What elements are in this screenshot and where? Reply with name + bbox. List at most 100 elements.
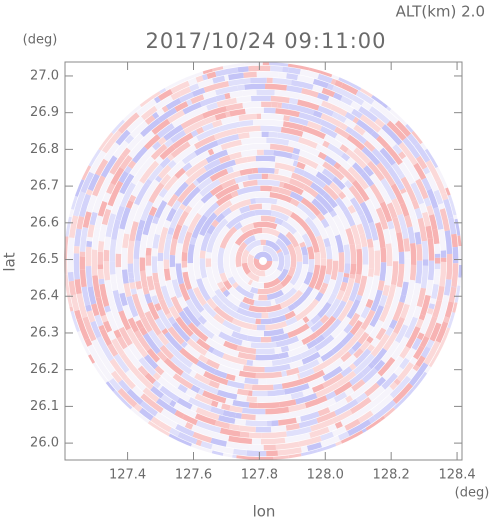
echo-segment (104, 361, 116, 374)
echo-segment (128, 203, 139, 220)
echo-segment (194, 134, 216, 150)
echo-segment (197, 315, 207, 325)
echo-segment (327, 96, 345, 109)
echo-segment (434, 263, 441, 270)
x-tick-label: 128.4 (438, 468, 475, 483)
echo-segment (322, 366, 343, 382)
echo-segment (292, 147, 301, 155)
echo-segment (140, 234, 148, 251)
echo-segment (164, 331, 183, 352)
echo-segment (211, 294, 224, 308)
echo-segment (156, 108, 165, 117)
echo-segment (268, 131, 278, 138)
echo-segment (350, 130, 367, 145)
echo-segment (322, 161, 345, 181)
echo-segment (390, 261, 399, 286)
echo-segment (299, 241, 306, 248)
echo-segment (261, 101, 272, 108)
echo-segment (187, 136, 199, 146)
echo-segment (321, 87, 336, 98)
echo-segment (184, 422, 194, 430)
echo-segment (266, 289, 284, 301)
echo-segment (381, 309, 395, 331)
echo-segment (334, 398, 359, 416)
echo-segment (203, 165, 209, 172)
echo-segment (121, 102, 142, 122)
echo-segment (205, 251, 212, 259)
echo-segment (152, 111, 160, 120)
echo-segment (229, 196, 239, 205)
echo-segment (131, 357, 142, 369)
echo-segment (302, 316, 310, 324)
echo-segment (359, 201, 374, 224)
echo-segment (242, 365, 265, 373)
echo-segment (187, 288, 205, 313)
echo-segment (316, 212, 326, 222)
echo-segment (121, 269, 129, 284)
echo-segment (420, 265, 429, 289)
echo-segment (243, 71, 257, 78)
echo-segment (315, 235, 327, 259)
echo-segment (80, 171, 95, 194)
echo-segment (419, 335, 430, 348)
echo-segment (234, 175, 249, 184)
echo-segment (157, 376, 175, 392)
echo-segment (323, 212, 340, 237)
echo-segment (199, 96, 218, 107)
echo-segment (235, 455, 260, 460)
echo-segment (118, 170, 129, 184)
echo-segment (426, 307, 434, 315)
echo-segment (101, 208, 112, 226)
echo-segment (151, 248, 158, 257)
echo-segment (91, 339, 109, 365)
echo-segment (343, 209, 356, 227)
echo-segment (241, 262, 251, 275)
echo-segment (288, 140, 307, 151)
echo-segment (434, 253, 441, 258)
echo-segment (287, 323, 310, 339)
echo-segment (337, 299, 354, 322)
echo-segment (157, 136, 167, 146)
echo-segment (298, 282, 309, 294)
echo-segment (351, 108, 363, 119)
echo-segment (217, 364, 240, 376)
echo-segment (85, 304, 92, 312)
echo-segment (411, 129, 425, 145)
echo-segment (226, 144, 248, 155)
echo-segment (179, 347, 200, 365)
echo-segment (150, 416, 162, 427)
echo-segment (213, 128, 238, 140)
echo-segment (100, 328, 112, 346)
echo-segment (333, 391, 348, 403)
y-tick-label: 26.1 (30, 399, 59, 414)
echo-segment (133, 120, 149, 136)
echo-segment (230, 266, 247, 288)
echo-segment (220, 139, 242, 151)
echo-segment (160, 285, 174, 309)
echo-segment (154, 100, 166, 111)
echo-segment (102, 192, 111, 203)
echo-segment (302, 369, 325, 384)
echo-segment (180, 113, 205, 130)
echo-segment (274, 287, 298, 305)
echo-segment (254, 209, 272, 216)
echo-segment (218, 383, 230, 392)
echo-segment (278, 72, 287, 79)
echo-segment (339, 281, 348, 292)
echo-segment (248, 305, 267, 313)
echo-segment (397, 213, 409, 239)
echo-segment (361, 264, 369, 277)
echo-segment (203, 81, 230, 93)
echo-segment (443, 198, 454, 219)
echo-segment (301, 336, 312, 345)
echo-segment (254, 233, 264, 241)
echo-segment (288, 103, 315, 116)
echo-segment (261, 312, 269, 319)
echo-segment (382, 284, 390, 297)
echo-segment (448, 217, 457, 235)
x-tick-label: 127.6 (175, 468, 212, 483)
echo-segment (328, 401, 343, 413)
echo-segment (415, 178, 429, 200)
echo-segment (287, 266, 296, 277)
echo-field (64, 62, 462, 460)
